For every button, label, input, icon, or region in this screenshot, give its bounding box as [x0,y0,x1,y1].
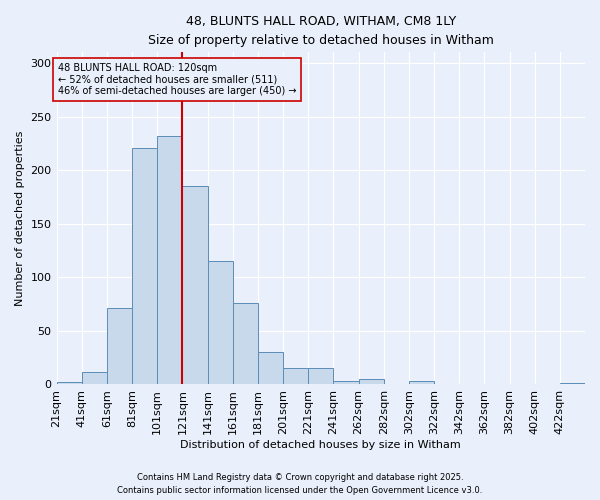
Text: Contains HM Land Registry data © Crown copyright and database right 2025.
Contai: Contains HM Land Registry data © Crown c… [118,474,482,495]
X-axis label: Distribution of detached houses by size in Witham: Distribution of detached houses by size … [181,440,461,450]
Bar [107,308,132,384]
Bar [182,186,208,384]
Bar [283,368,308,384]
Y-axis label: Number of detached properties: Number of detached properties [15,130,25,306]
Bar [258,352,283,384]
Bar [157,136,182,384]
Bar [359,379,383,384]
Text: 48 BLUNTS HALL ROAD: 120sqm
← 52% of detached houses are smaller (511)
46% of se: 48 BLUNTS HALL ROAD: 120sqm ← 52% of det… [58,63,296,96]
Bar [308,368,334,384]
Bar [56,382,82,384]
Bar [409,381,434,384]
Title: 48, BLUNTS HALL ROAD, WITHAM, CM8 1LY
Size of property relative to detached hous: 48, BLUNTS HALL ROAD, WITHAM, CM8 1LY Si… [148,15,494,47]
Bar [132,148,157,384]
Bar [233,303,258,384]
Bar [334,381,359,384]
Bar [208,262,233,384]
Bar [82,372,107,384]
